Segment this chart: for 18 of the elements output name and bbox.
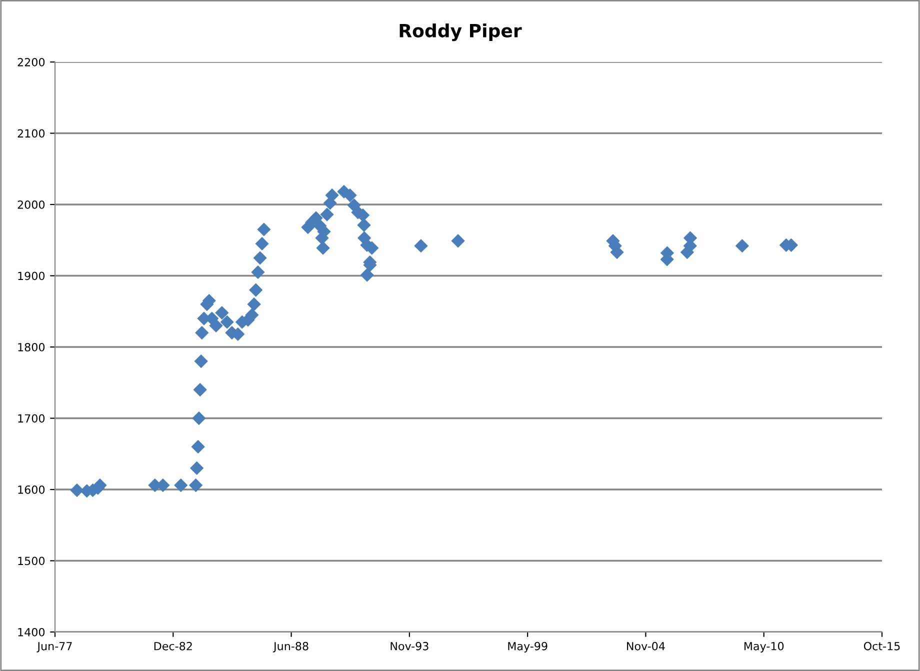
- chart-title: Roddy Piper: [400, 23, 522, 42]
- y-tick-label: 1400: [18, 628, 45, 636]
- y-tick-label: 1500: [18, 556, 45, 566]
- y-tick-label: 1800: [18, 342, 45, 352]
- y-tick-label: 1700: [18, 414, 45, 423]
- x-tick-label: Nov-93: [390, 642, 428, 650]
- y-tick-label: 1900: [18, 272, 45, 280]
- y-tick-label: 1600: [18, 485, 45, 494]
- x-tick-label: Nov-04: [627, 642, 665, 650]
- y-tick-label: 2100: [18, 129, 45, 138]
- x-tick-label: May-99: [508, 642, 548, 652]
- y-tick-label: 2200: [18, 58, 45, 66]
- y-tick-label: 2000: [18, 200, 45, 209]
- x-tick-label: May-10: [744, 642, 784, 652]
- x-tick-label: Jun-77: [36, 642, 72, 652]
- x-tick-label: Dec-82: [154, 642, 192, 650]
- x-tick-label: Jun-88: [272, 642, 308, 652]
- x-tick-label: Oct-15: [864, 642, 900, 650]
